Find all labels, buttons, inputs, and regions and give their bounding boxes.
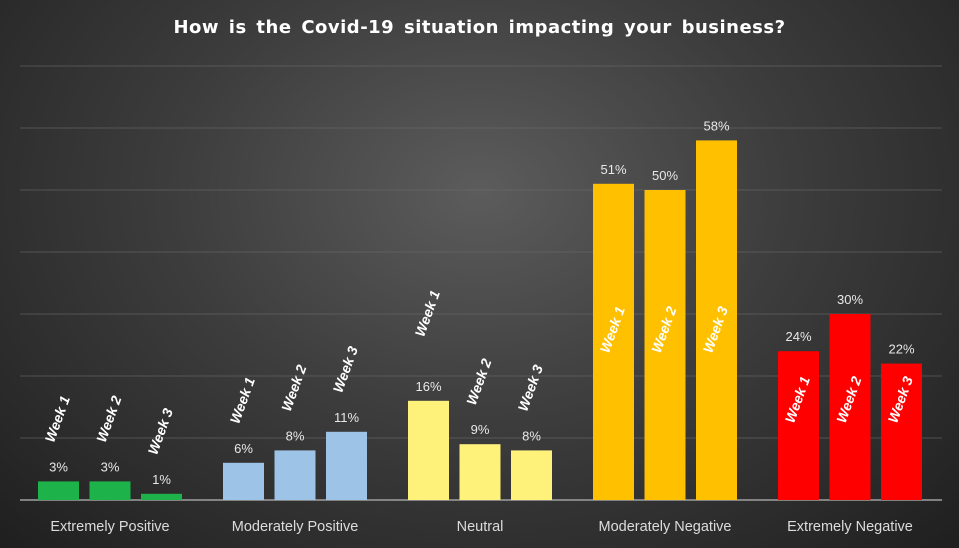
chart-title: How is the Covid-19 situation impacting … bbox=[173, 17, 786, 38]
bar bbox=[408, 400, 449, 500]
bar bbox=[511, 450, 552, 500]
data-label: 9% bbox=[471, 422, 490, 437]
series-label: Week 2 bbox=[463, 356, 495, 407]
bar bbox=[778, 351, 819, 500]
series-label: Week 1 bbox=[412, 288, 444, 339]
bar bbox=[459, 444, 501, 500]
data-label: 3% bbox=[101, 459, 120, 474]
bar bbox=[829, 314, 871, 500]
data-label: 51% bbox=[600, 162, 626, 177]
bar bbox=[326, 431, 367, 500]
category-label: Extremely Positive bbox=[50, 519, 169, 535]
series-label: Week 3 bbox=[145, 406, 177, 457]
series-label: Week 2 bbox=[278, 362, 310, 413]
category-label: Neutral bbox=[457, 519, 504, 535]
category-label: Moderately Positive bbox=[232, 519, 359, 535]
bar bbox=[644, 190, 686, 500]
series-label: Week 2 bbox=[93, 393, 125, 444]
bar bbox=[223, 462, 264, 500]
series-label: Week 1 bbox=[227, 375, 259, 426]
bar bbox=[696, 140, 737, 500]
bar bbox=[593, 183, 634, 501]
bar bbox=[89, 481, 131, 500]
bar bbox=[274, 450, 316, 500]
data-label: 22% bbox=[888, 342, 914, 357]
data-label: 30% bbox=[837, 292, 863, 307]
series-label: Week 3 bbox=[330, 344, 362, 395]
category-label: Moderately Negative bbox=[599, 519, 732, 535]
data-label: 11% bbox=[334, 410, 359, 425]
data-label: 16% bbox=[415, 379, 441, 394]
data-label: 50% bbox=[652, 168, 678, 183]
data-label: 8% bbox=[522, 428, 541, 443]
bar bbox=[141, 493, 182, 500]
bar bbox=[38, 481, 79, 500]
series-label: Week 1 bbox=[42, 393, 74, 444]
series-label: Week 3 bbox=[515, 362, 547, 413]
data-label: 1% bbox=[152, 472, 171, 487]
data-label: 8% bbox=[286, 428, 305, 443]
data-label: 3% bbox=[49, 459, 68, 474]
data-label: 6% bbox=[234, 441, 253, 456]
bar bbox=[881, 363, 922, 500]
category-label: Extremely Negative bbox=[787, 519, 913, 535]
data-label: 24% bbox=[785, 329, 811, 344]
data-label: 58% bbox=[703, 118, 729, 133]
